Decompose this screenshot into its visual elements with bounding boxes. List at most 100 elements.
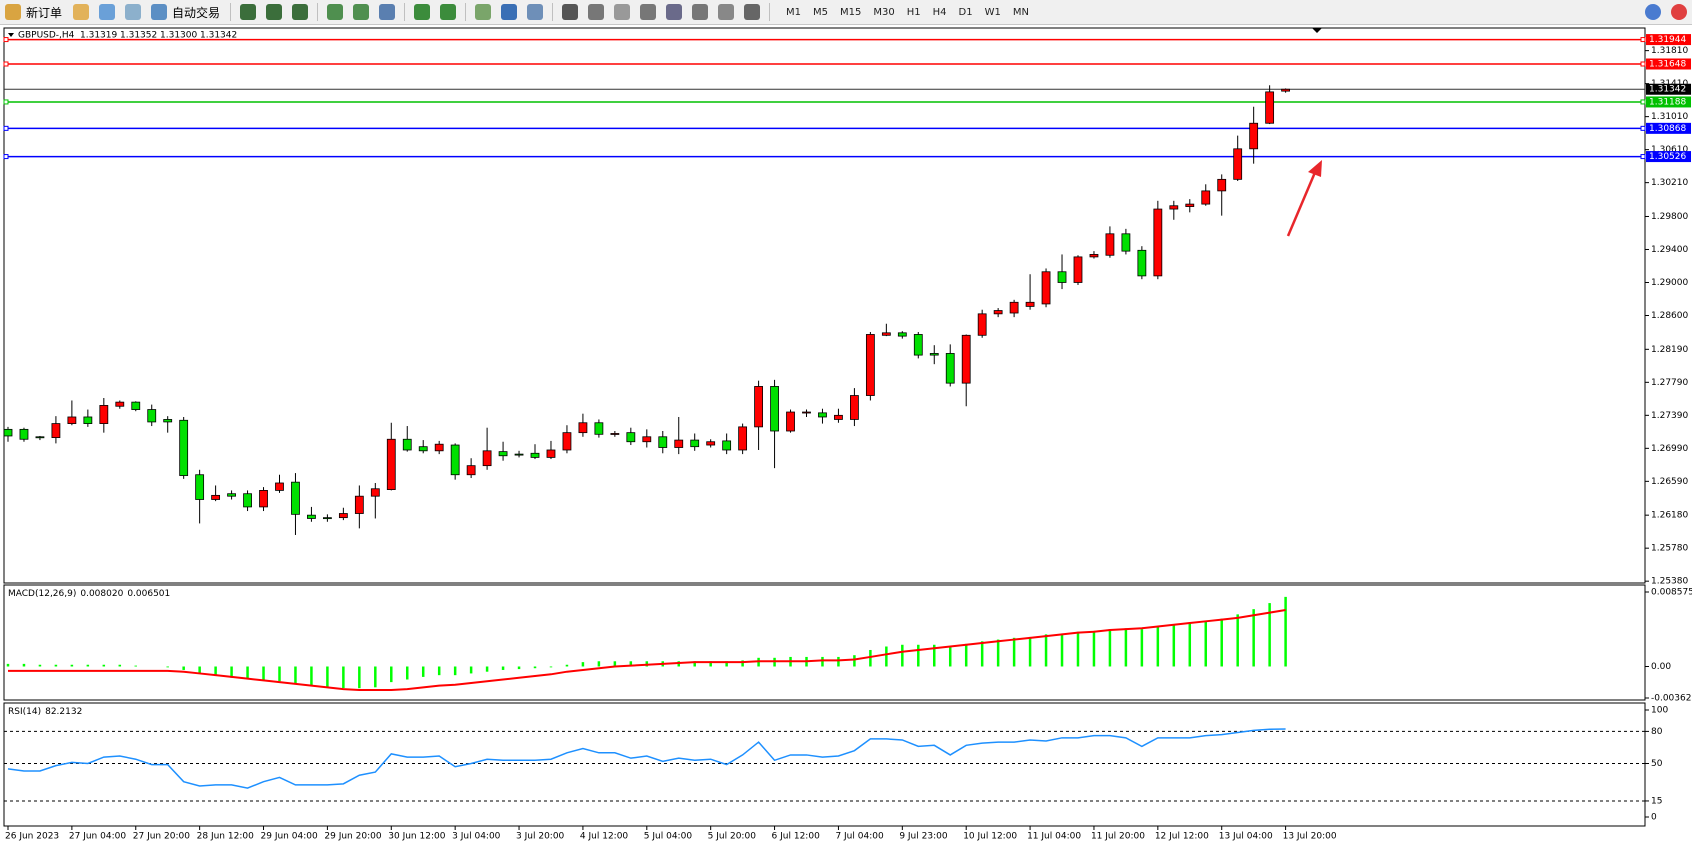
level-handle — [1640, 125, 1646, 131]
y-tick-label: 1.29400 — [1651, 245, 1688, 255]
level-label-box — [1646, 96, 1691, 108]
candle-body — [658, 436, 668, 448]
icon[interactable] — [266, 4, 283, 20]
level-label-box — [1646, 58, 1691, 70]
candle-body — [1233, 148, 1243, 180]
timeframe-button[interactable]: H4 — [932, 6, 947, 18]
candle-body — [770, 386, 779, 432]
ohlc-label: 1.31342 — [200, 31, 237, 41]
timeframe-button[interactable]: M1 — [786, 6, 802, 18]
icon[interactable] — [99, 4, 116, 20]
x-tick-label: 13 Jul 04:00 — [1219, 832, 1273, 842]
x-tick-label: 7 Jul 04:00 — [835, 832, 884, 842]
candle-body — [243, 493, 252, 508]
icon[interactable] — [353, 4, 370, 20]
icon[interactable] — [475, 4, 492, 20]
level-label: 1.30868 — [1649, 124, 1686, 134]
y-tick-label: 0 — [1651, 813, 1657, 823]
icon[interactable] — [292, 4, 309, 20]
candle-body — [1105, 233, 1115, 256]
icon[interactable] — [640, 4, 657, 20]
icon[interactable] — [718, 4, 735, 20]
indicator-title: RSI(14) 82.2132 — [8, 707, 82, 717]
icon[interactable] — [379, 4, 396, 20]
y-tick-label: 0.00 — [1651, 662, 1671, 672]
icon[interactable] — [327, 4, 344, 20]
candle-body — [259, 490, 268, 508]
candle-body — [993, 310, 1003, 315]
timeframe-button[interactable]: M15 — [840, 6, 862, 18]
icon — [151, 4, 168, 20]
level-label-box — [1646, 34, 1691, 46]
timeframe-button[interactable]: M5 — [813, 6, 829, 18]
candle-body — [434, 443, 444, 452]
new-order-button[interactable]: 新订单 — [0, 4, 62, 21]
y-tick-label: -0.003628 — [1651, 694, 1692, 704]
timeframe-button[interactable]: D1 — [958, 6, 973, 18]
icon[interactable] — [562, 4, 579, 20]
auto-trade-button[interactable]: 自动交易 — [146, 4, 220, 21]
icon[interactable] — [527, 4, 544, 20]
x-tick-label: 12 Jul 12:00 — [1155, 832, 1209, 842]
candle-body — [498, 451, 508, 457]
icon[interactable] — [501, 4, 518, 20]
candle-body — [594, 422, 604, 435]
x-tick-label: 6 Jul 12:00 — [772, 832, 821, 842]
search-icon[interactable] — [1645, 4, 1661, 20]
level-handle — [3, 37, 9, 43]
candle-body — [1025, 301, 1035, 307]
title-part: 82.2132 — [45, 707, 82, 717]
arrow-head — [1308, 160, 1322, 177]
icon[interactable] — [666, 4, 683, 20]
candle-body — [818, 412, 827, 418]
notification-icon[interactable] — [1671, 4, 1687, 20]
candle-body — [642, 436, 652, 443]
icon[interactable] — [125, 4, 142, 20]
icon[interactable] — [240, 4, 257, 20]
candle-body — [450, 444, 460, 476]
collapse-icon[interactable] — [8, 33, 14, 37]
x-tick-label: 28 Jun 12:00 — [197, 832, 254, 842]
level-label-box — [1646, 122, 1691, 134]
x-tick-label: 30 Jun 12:00 — [388, 832, 445, 842]
y-tick-label: 100 — [1651, 706, 1668, 716]
timeframe-button[interactable]: W1 — [984, 6, 1001, 18]
candle-body — [945, 353, 955, 384]
icon[interactable] — [588, 4, 605, 20]
y-tick-label: 1.28190 — [1651, 345, 1688, 355]
candle-body — [834, 414, 843, 420]
y-tick-label: 1.27790 — [1651, 378, 1688, 388]
separator — [465, 3, 467, 21]
timeframe-button[interactable]: M30 — [873, 6, 895, 18]
icon[interactable] — [692, 4, 709, 20]
icon[interactable] — [440, 4, 457, 20]
level-handle — [3, 154, 9, 160]
level-handle — [3, 99, 9, 105]
y-tick-label: 1.29800 — [1651, 212, 1688, 222]
timeframe-button[interactable]: MN — [1012, 6, 1029, 18]
candle-body — [1265, 91, 1275, 124]
timeframe-button[interactable]: H1 — [906, 6, 921, 18]
icon[interactable] — [614, 4, 631, 20]
separator — [230, 3, 232, 21]
x-tick-label: 5 Jul 20:00 — [708, 832, 757, 842]
icon[interactable] — [73, 4, 90, 20]
shift-marker — [1312, 28, 1322, 33]
y-tick-label: 1.30210 — [1651, 178, 1688, 188]
rsi-panel — [3, 702, 1646, 827]
icon[interactable] — [744, 4, 761, 20]
candle-body — [690, 439, 700, 448]
arrow — [1286, 169, 1318, 237]
candle-body — [1217, 178, 1227, 192]
title-part: RSI(14) — [8, 707, 41, 717]
candle-body — [929, 353, 939, 356]
x-tick-label: 10 Jul 12:00 — [963, 832, 1017, 842]
symbol-label: GBPUSD-,H4 — [18, 31, 75, 41]
icon[interactable] — [414, 4, 431, 20]
candle-body — [322, 517, 332, 520]
candle-body — [275, 482, 284, 491]
icon — [5, 4, 21, 20]
candle-body — [179, 419, 189, 476]
candle-body — [51, 423, 61, 439]
